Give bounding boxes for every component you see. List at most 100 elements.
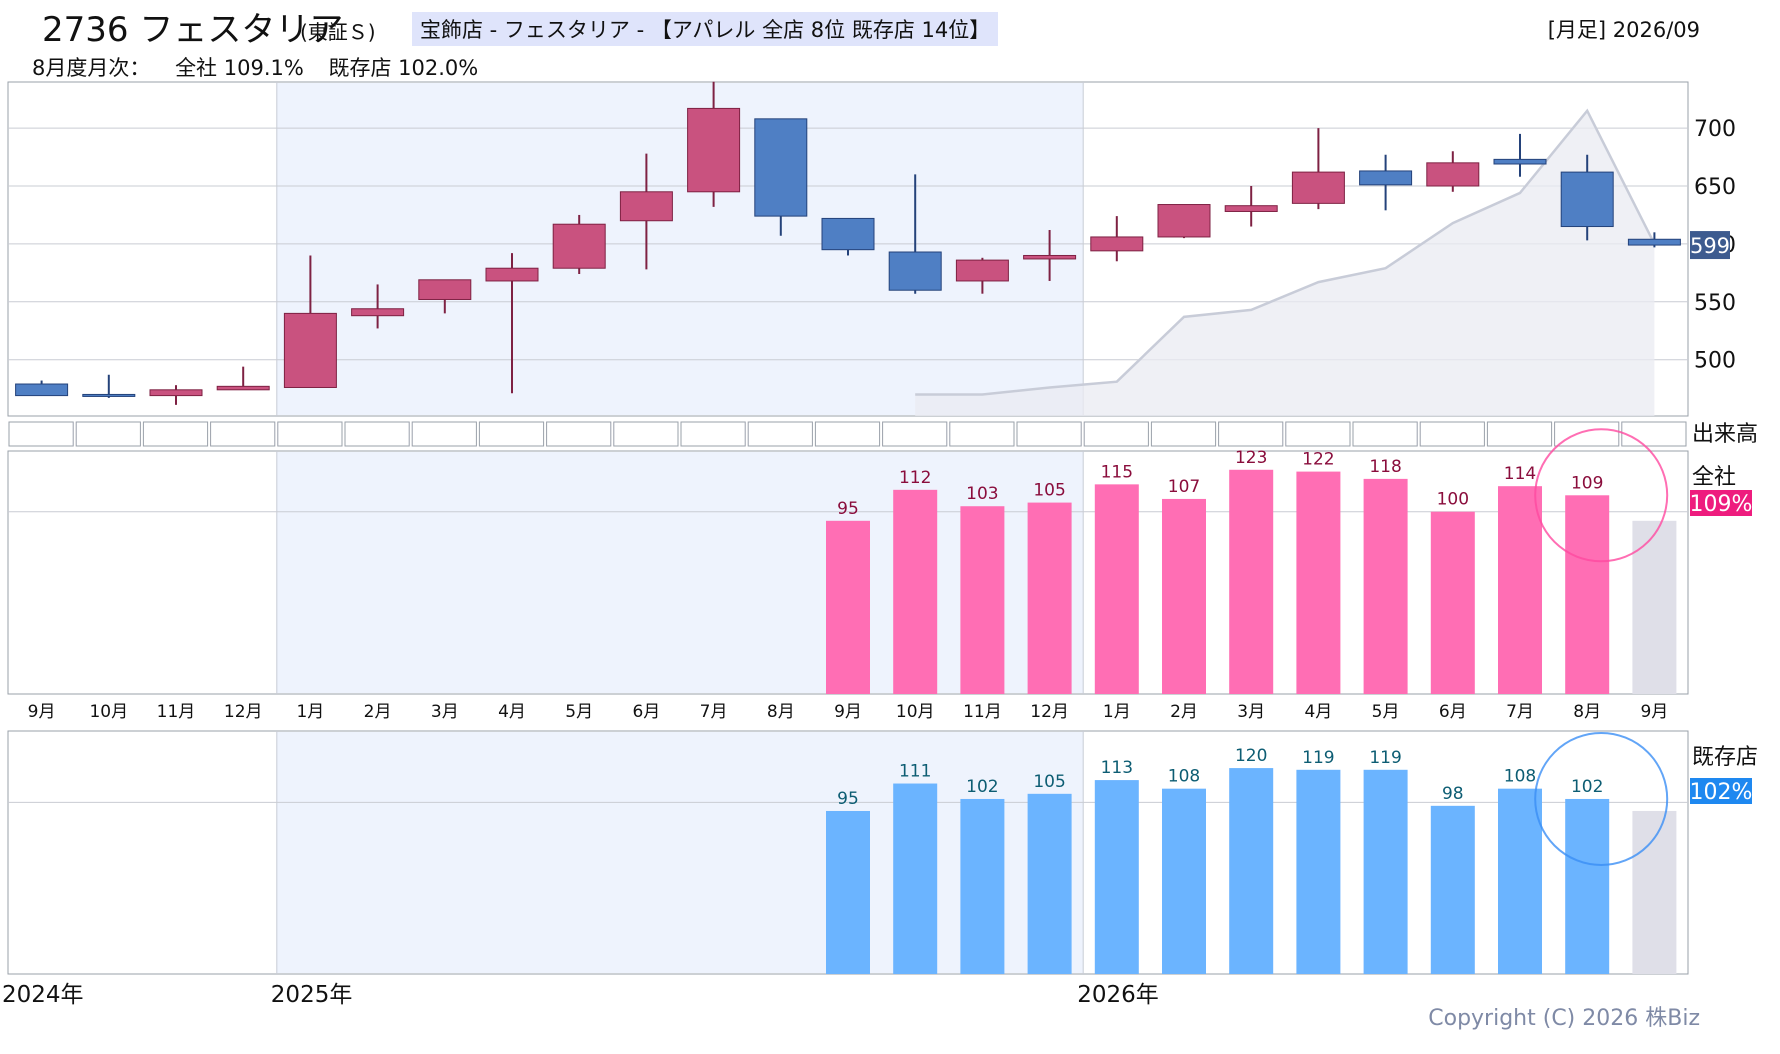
month-tick-label: 10月 — [896, 702, 935, 722]
existing-store-bar — [960, 798, 1005, 974]
all-company-bar — [960, 506, 1005, 694]
candle-body — [351, 308, 405, 317]
summary-existing-store: 既存店 102.0% — [328, 56, 479, 80]
month-tick-label: 12月 — [1030, 702, 1069, 722]
existing-store-value-label: 108 — [1168, 767, 1200, 787]
candle-body — [687, 107, 741, 193]
month-tick-label: 2月 — [364, 702, 392, 722]
month-tick-label: 10月 — [89, 702, 128, 722]
existing-store-pct-label: 102% — [1690, 780, 1753, 805]
existing-store-value-label: 111 — [899, 762, 931, 782]
month-tick-label: 5月 — [1372, 702, 1400, 722]
year-label: 2024年 — [2, 982, 84, 1008]
month-tick-label: 9月 — [834, 702, 862, 722]
year-label: 2025年 — [271, 982, 353, 1008]
volume-cell — [1621, 421, 1687, 447]
all-company-value-label: 109 — [1571, 473, 1603, 493]
existing-store-bar — [1027, 793, 1072, 974]
existing-store-bar — [1229, 768, 1274, 974]
month-tick-label: 9月 — [28, 702, 56, 722]
candle-body — [1359, 170, 1413, 186]
all-company-value-label: 123 — [1235, 448, 1267, 468]
existing-store-bar — [1162, 788, 1206, 974]
moving-average-area — [915, 110, 1655, 416]
existing-store-placeholder-bar — [1632, 810, 1677, 974]
existing-store-value-label: 120 — [1235, 746, 1267, 766]
existing-store-bar — [1430, 805, 1475, 974]
volume-cell — [277, 421, 343, 447]
candle-body — [619, 191, 673, 222]
all-company-placeholder-bar — [1632, 520, 1677, 694]
existing-store-value-label: 102 — [966, 777, 998, 797]
volume-cell — [546, 421, 612, 447]
month-tick-label: 4月 — [498, 702, 526, 722]
month-tick-label: 7月 — [700, 702, 728, 722]
candle-body — [216, 385, 270, 391]
volume-cell — [680, 421, 746, 447]
volume-cell — [747, 421, 813, 447]
copyright: Copyright (C) 2026 株Biz — [1428, 1006, 1700, 1031]
month-tick-label: 2月 — [1170, 702, 1198, 722]
existing-store-bar — [1498, 788, 1542, 974]
volume-cell — [210, 421, 276, 447]
all-company-pct-badge — [1690, 490, 1752, 516]
volume-cell — [142, 421, 209, 447]
month-tick-label: 8月 — [1573, 702, 1601, 722]
market-label: (東証Ｓ) — [300, 20, 376, 44]
volume-cell — [1218, 421, 1284, 447]
candle-body — [552, 223, 606, 269]
existing-store-bar — [826, 810, 870, 974]
existing-store-value-label: 119 — [1369, 748, 1401, 768]
candle-body — [821, 217, 875, 251]
existing-store-bar — [1296, 769, 1341, 974]
candle-body — [1023, 254, 1077, 260]
all-company-value-label: 115 — [1101, 462, 1133, 482]
existing-store-bar — [1094, 780, 1139, 974]
volume-cell — [1486, 421, 1553, 447]
existing-store-value-label: 95 — [837, 789, 859, 809]
last-price-badge — [1690, 231, 1730, 260]
year-2025-shade — [276, 732, 1084, 973]
price-tick-label: 650 — [1694, 175, 1736, 200]
all-company-value-label: 107 — [1168, 477, 1200, 497]
candle-body — [418, 279, 472, 300]
last-price-label: 599 — [1690, 234, 1730, 258]
all-company-bar — [893, 489, 938, 694]
volume-cell — [1083, 421, 1149, 447]
volume-cell — [344, 421, 410, 447]
stock-title: 2736 フェスタリア — [42, 10, 344, 50]
all-company-value-label: 112 — [899, 468, 931, 488]
all-company-bar — [1229, 469, 1274, 694]
existing-store-value-label: 113 — [1101, 758, 1133, 778]
price-tick-label: 500 — [1694, 349, 1736, 374]
month-tick-label: 5月 — [565, 702, 593, 722]
volume-cell — [1016, 421, 1082, 447]
monthly-summary: 8月度月次： 全社 109.1% 既存店 102.0% — [32, 52, 496, 82]
moving-average-line — [915, 108, 1656, 396]
candle-body — [82, 393, 136, 397]
month-tick-label: 3月 — [1237, 702, 1265, 722]
candle-body — [283, 312, 337, 388]
all-company-bar — [1565, 495, 1610, 694]
month-tick-label: 12月 — [224, 702, 263, 722]
all-company-bar — [1430, 511, 1475, 694]
existing-store-value-label: 105 — [1033, 772, 1065, 792]
year-2025-shade — [276, 83, 1084, 415]
existing-store-bar — [893, 783, 938, 974]
volume-cell — [411, 421, 477, 447]
volume-cell — [1554, 421, 1620, 447]
candle-body — [485, 267, 539, 282]
month-tick-label: 6月 — [1439, 702, 1467, 722]
year-label: 2026年 — [1077, 982, 1159, 1008]
candle-body — [1493, 158, 1547, 165]
month-tick-label: 3月 — [431, 702, 459, 722]
month-tick-label: 1月 — [1103, 702, 1131, 722]
candle-body — [1090, 236, 1144, 252]
candle-body — [1426, 162, 1480, 187]
all-company-bar — [1094, 484, 1139, 694]
candle-body — [15, 383, 69, 397]
all-company-bar — [1162, 498, 1206, 694]
all-company-value-label: 100 — [1437, 490, 1469, 510]
candle-body — [1627, 238, 1681, 246]
all-company-bar — [1498, 486, 1542, 694]
